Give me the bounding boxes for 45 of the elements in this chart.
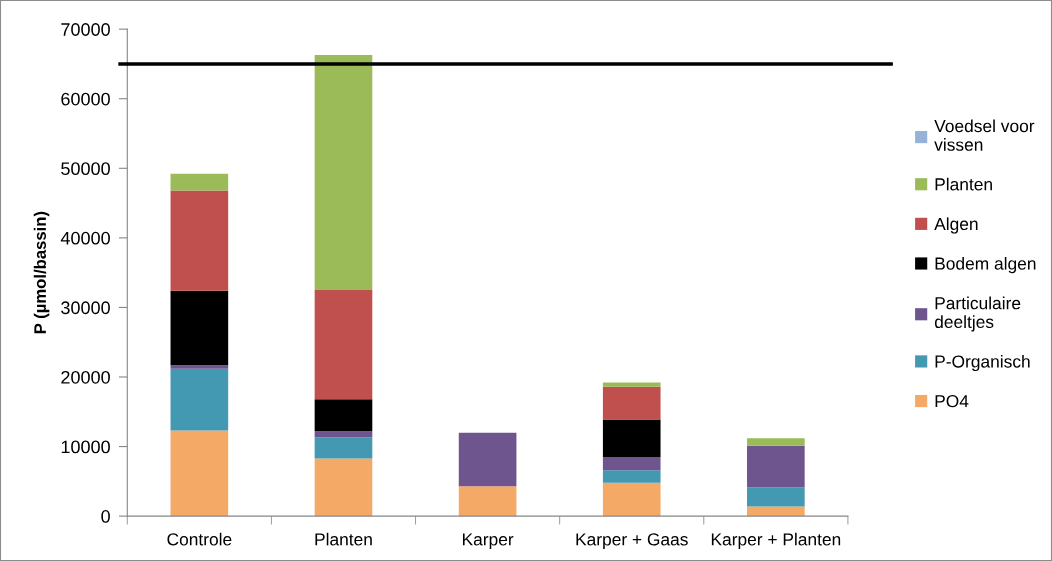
legend-label: Planten <box>935 177 992 191</box>
y-tick-label: 10000 <box>61 440 110 454</box>
legend-label: Particulaire deeltjes <box>934 296 1021 332</box>
bar <box>458 432 517 487</box>
bar <box>602 470 661 483</box>
bar <box>458 486 517 517</box>
y-tick-label: 50000 <box>61 162 110 176</box>
x-tick-label: Controle <box>167 532 232 546</box>
bar <box>314 399 373 432</box>
bar <box>747 438 805 446</box>
legend-label: PO4 <box>935 395 969 408</box>
bar <box>314 437 373 459</box>
x-tick-label: Planten <box>315 532 372 546</box>
bar <box>747 445 805 488</box>
y-axis-title: P (µmol/bassin) <box>33 211 50 334</box>
bar <box>602 419 661 457</box>
x-tick-label: Karper + Planten <box>711 532 841 549</box>
bar <box>602 386 661 420</box>
y-tick-label: 40000 <box>60 231 110 245</box>
bar <box>314 290 373 400</box>
bar <box>314 458 373 517</box>
y-tick-label: 0 <box>101 510 110 523</box>
legend-label: Voedsel voor vissen <box>934 119 1035 151</box>
bar <box>602 382 661 387</box>
bar <box>747 506 805 517</box>
bar <box>170 173 229 191</box>
bar <box>602 482 661 517</box>
bar <box>314 54 373 291</box>
y-tick-label: 30000 <box>61 301 110 315</box>
legend-label: P-Organisch <box>935 354 1030 372</box>
legend-label: Algen <box>934 217 978 234</box>
legend-label: Bodem algen <box>935 256 1036 274</box>
bar <box>170 368 229 431</box>
y-tick-label: 20000 <box>61 370 110 384</box>
bar <box>314 431 373 438</box>
bar <box>602 456 661 471</box>
y-tick-label: 60000 <box>61 92 110 106</box>
x-tick-label: Karper <box>462 533 514 549</box>
bar <box>170 290 229 366</box>
x-tick-label: Karper + Gaas <box>576 533 688 549</box>
bar <box>170 430 229 517</box>
bar <box>170 365 229 369</box>
y-tick-label: 70000 <box>61 23 110 36</box>
bar <box>747 487 805 507</box>
bar <box>170 190 229 291</box>
